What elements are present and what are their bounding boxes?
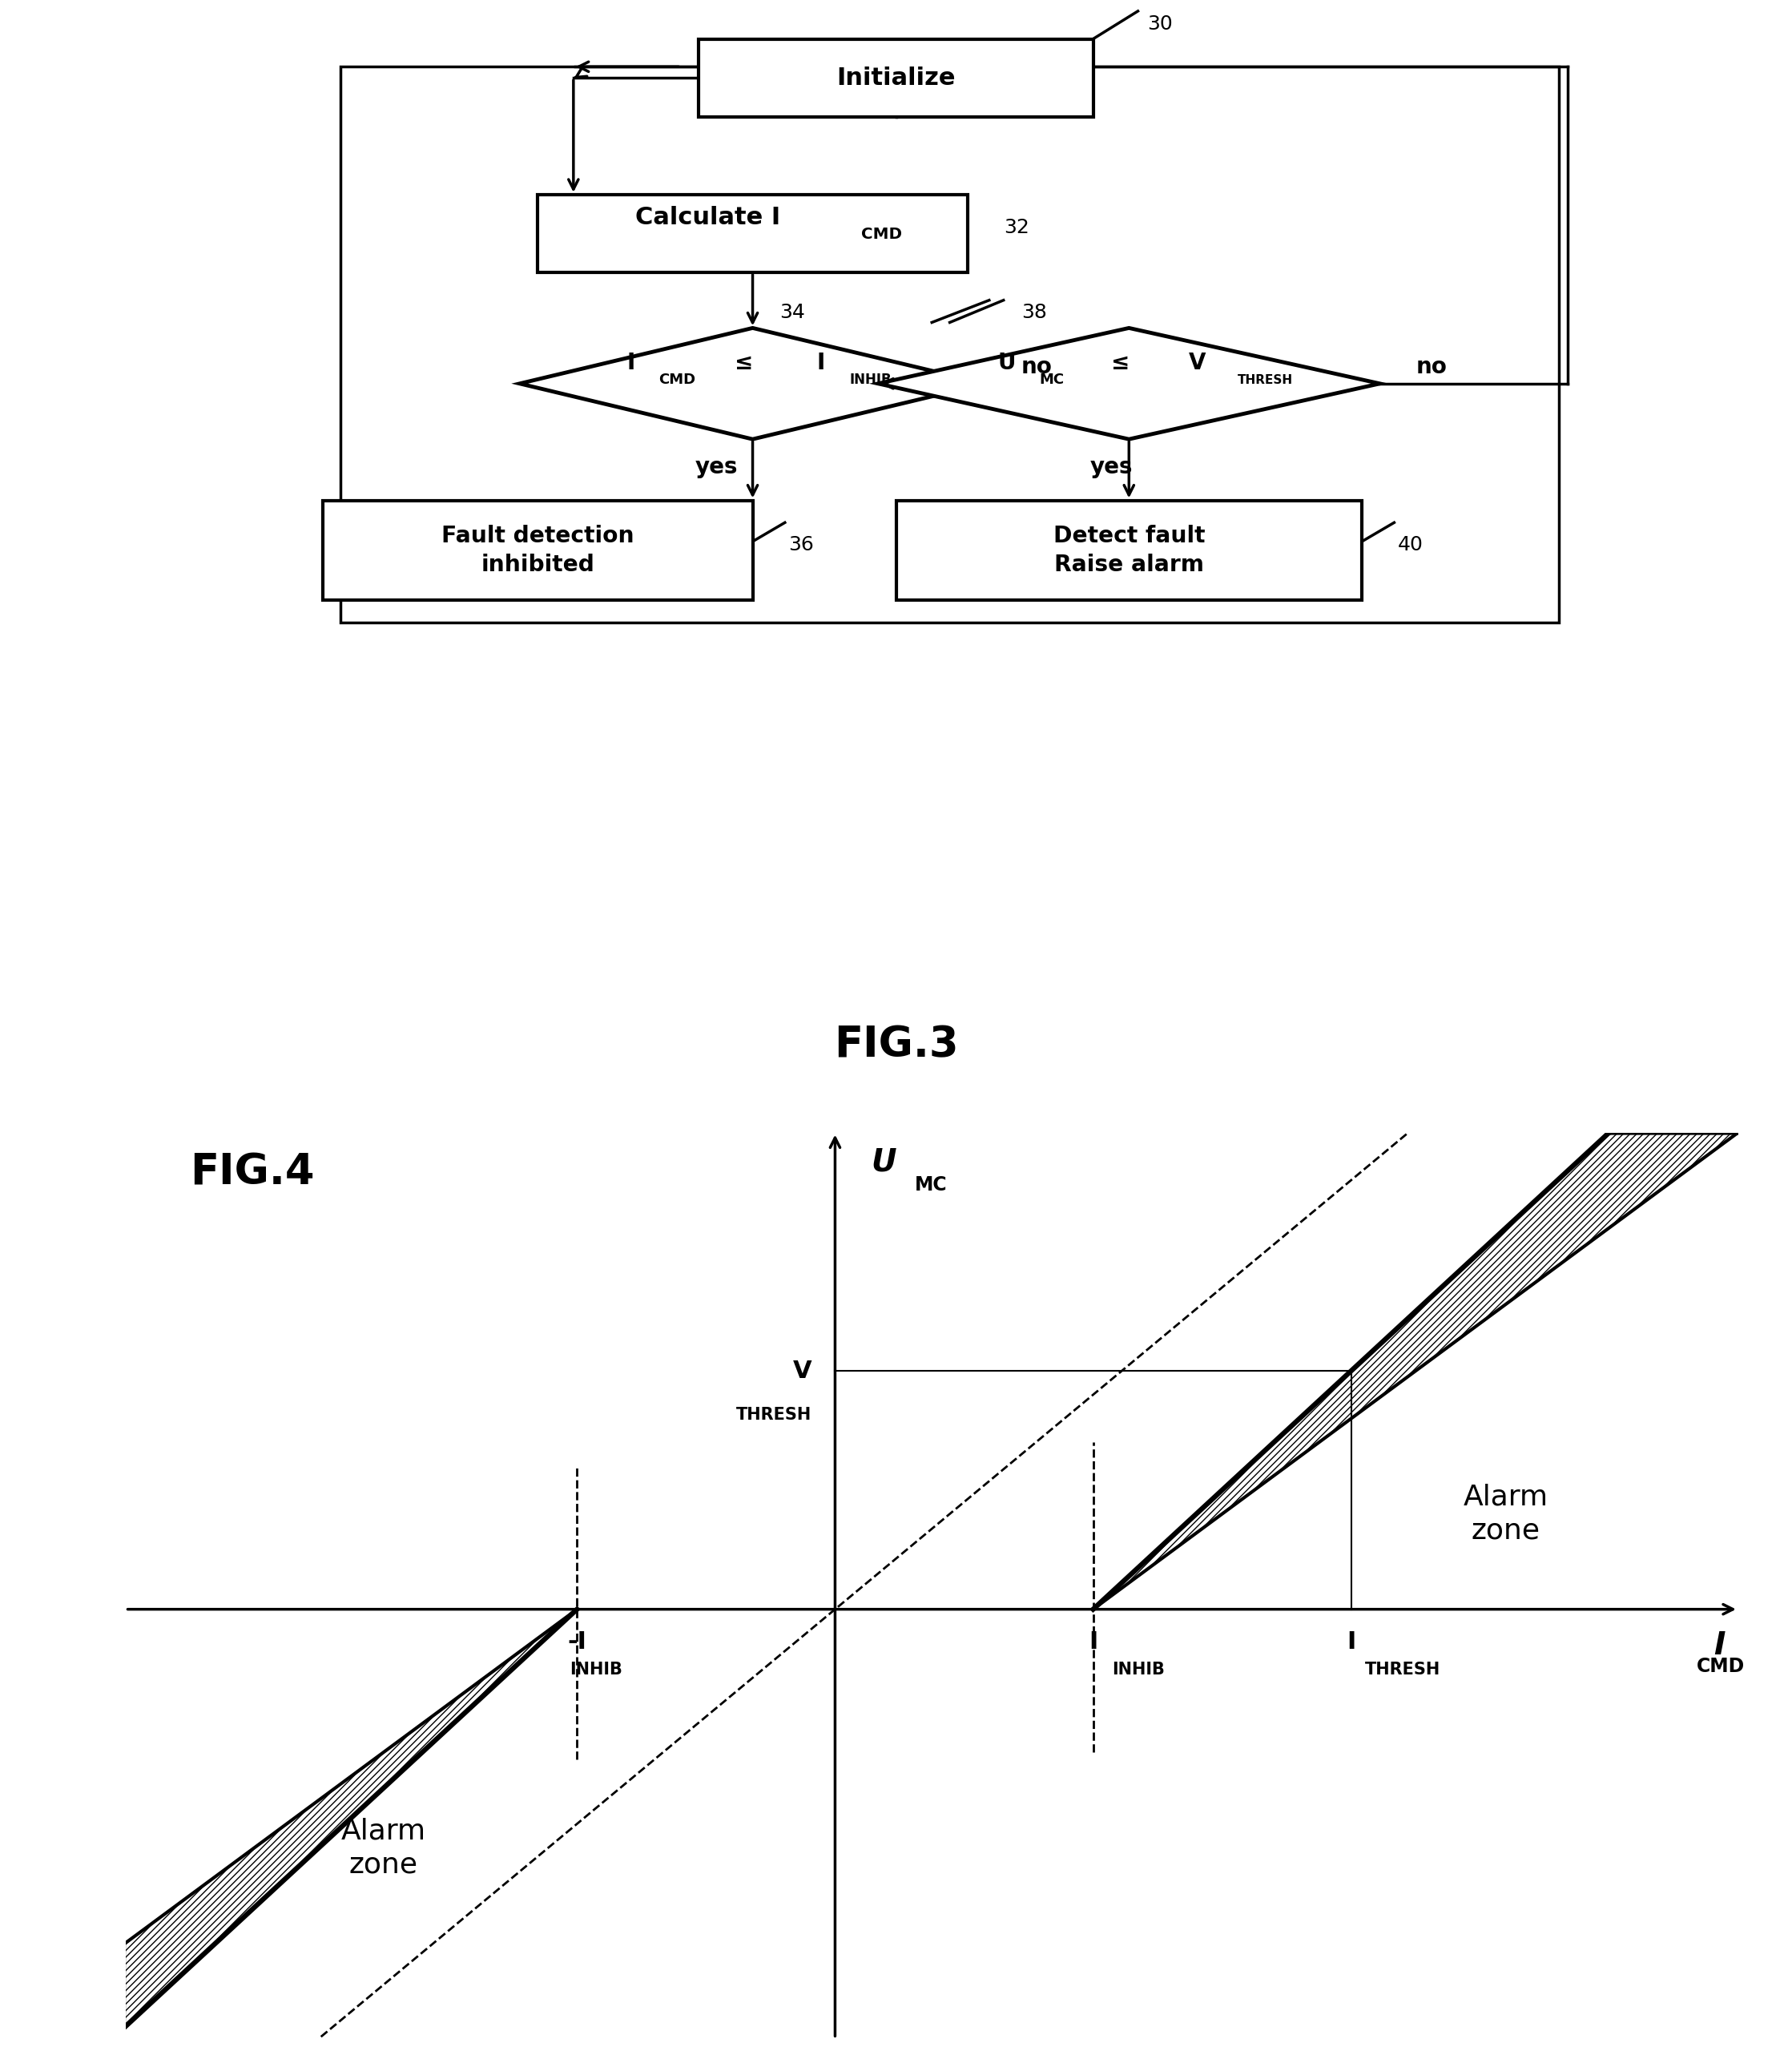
Text: Fault detection
inhibited: Fault detection inhibited: [441, 525, 634, 577]
Text: CMD: CMD: [862, 226, 901, 243]
Text: yes: yes: [695, 455, 738, 478]
Text: I: I: [1088, 1631, 1098, 1653]
Text: THRESH: THRESH: [737, 1406, 812, 1423]
Text: ≤: ≤: [735, 352, 753, 375]
Text: U: U: [998, 352, 1016, 375]
Text: Initialize: Initialize: [837, 66, 955, 89]
Text: Calculate I: Calculate I: [634, 206, 781, 229]
Text: Alarm
zone: Alarm zone: [1464, 1482, 1548, 1544]
Text: no: no: [1416, 356, 1446, 379]
Text: FIG.3: FIG.3: [833, 1023, 959, 1067]
Polygon shape: [520, 327, 986, 439]
Text: CMD: CMD: [1697, 1657, 1745, 1676]
Text: INHIB: INHIB: [1111, 1662, 1165, 1678]
Text: Alarm
zone: Alarm zone: [340, 1818, 426, 1878]
Text: CMD: CMD: [659, 373, 695, 387]
Text: no: no: [1021, 356, 1052, 379]
Bar: [323, 500, 753, 601]
Text: ≤: ≤: [1111, 352, 1129, 375]
Text: MC: MC: [916, 1176, 948, 1194]
Text: V: V: [1188, 352, 1206, 375]
Text: 30: 30: [1147, 14, 1172, 33]
Text: 36: 36: [788, 535, 814, 554]
Text: U: U: [871, 1147, 896, 1178]
Text: yes: yes: [1090, 455, 1133, 478]
Text: MC: MC: [1039, 373, 1064, 387]
Text: THRESH: THRESH: [1238, 375, 1292, 385]
Text: I: I: [627, 352, 634, 375]
Text: 34: 34: [780, 303, 805, 323]
Bar: [699, 39, 1093, 117]
Text: I: I: [1346, 1631, 1357, 1653]
Bar: [896, 500, 1362, 601]
Text: INHIB: INHIB: [849, 373, 892, 387]
Text: I: I: [1713, 1631, 1726, 1662]
Text: -I: -I: [568, 1631, 586, 1653]
Polygon shape: [878, 327, 1380, 439]
Text: I: I: [817, 352, 824, 375]
Bar: [340, 66, 1559, 622]
Text: THRESH: THRESH: [1366, 1662, 1441, 1678]
Text: 32: 32: [1004, 218, 1029, 237]
Text: 38: 38: [1021, 303, 1047, 323]
Text: V: V: [792, 1359, 812, 1382]
Text: INHIB: INHIB: [570, 1662, 624, 1678]
Text: Detect fault
Raise alarm: Detect fault Raise alarm: [1054, 525, 1204, 577]
Bar: [538, 196, 968, 272]
Text: 40: 40: [1398, 535, 1423, 554]
Text: FIG.4: FIG.4: [190, 1151, 315, 1192]
